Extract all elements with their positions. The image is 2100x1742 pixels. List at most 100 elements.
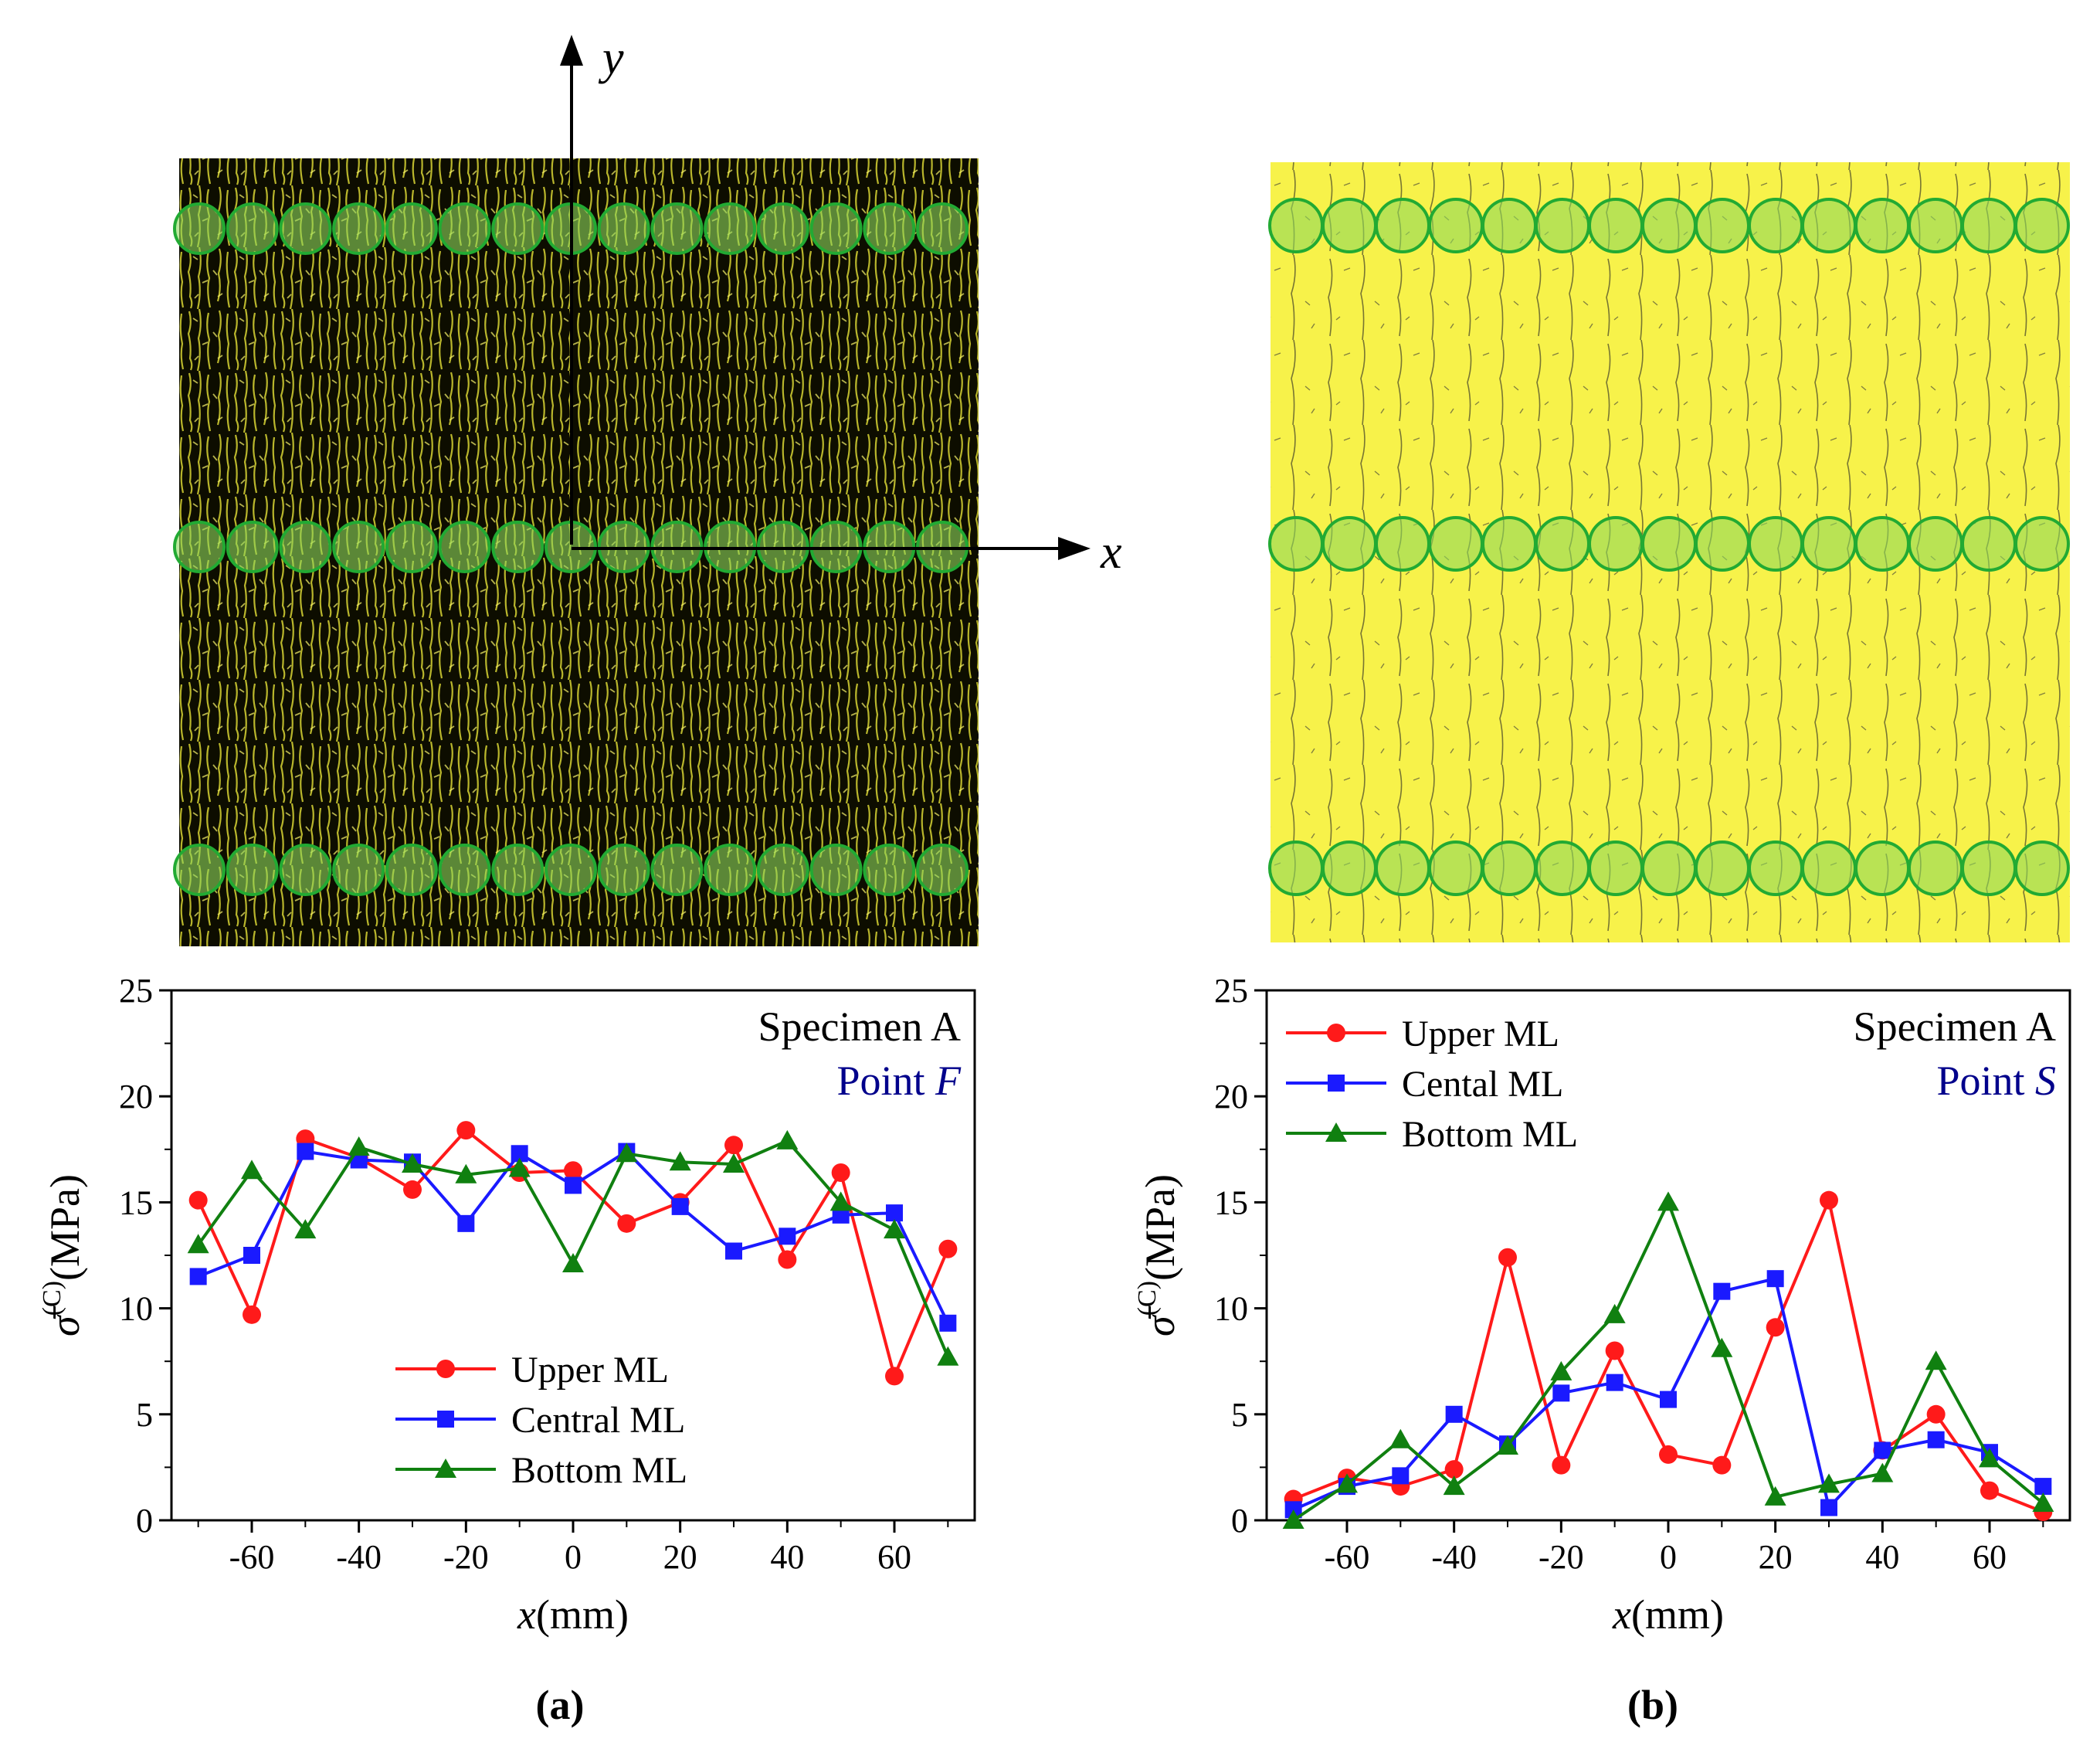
overlay-circle — [1854, 198, 1910, 253]
overlay-circle — [1908, 840, 1963, 896]
y-tick-label: 0 — [136, 1502, 153, 1540]
chart-title: Specimen A — [758, 1003, 961, 1050]
data-point-square — [297, 1143, 314, 1160]
legend: Upper ML Central ML Bottom ML — [395, 1350, 687, 1491]
overlay-circle — [1588, 516, 1644, 572]
overlay-circle — [1481, 198, 1537, 253]
data-point-triangle — [669, 1151, 691, 1171]
data-point-square — [1392, 1467, 1410, 1485]
data-point-triangle — [1657, 1191, 1679, 1211]
overlay-circle — [809, 202, 863, 255]
overlay-circle — [226, 521, 279, 573]
overlay-circle — [438, 521, 491, 573]
x-tick-label: 20 — [1759, 1538, 1793, 1576]
overlay-circle — [438, 844, 491, 896]
overlay-circle — [1375, 516, 1430, 572]
overlay-circle — [1641, 516, 1697, 572]
legend-marker — [1325, 1122, 1347, 1142]
legend-label: Upper ML — [511, 1350, 669, 1391]
data-point-triangle — [294, 1219, 317, 1239]
data-point-circle — [1605, 1341, 1624, 1360]
overlay-circle — [1375, 198, 1430, 253]
y-tick-label: 5 — [136, 1396, 153, 1434]
y-tick-label: 20 — [1214, 1078, 1248, 1115]
overlay-circle — [226, 844, 279, 896]
x-tick-label: -40 — [1431, 1538, 1477, 1576]
data-point-circle — [188, 1190, 208, 1210]
data-point-triangle — [776, 1129, 799, 1149]
data-point-circle — [1926, 1404, 1946, 1424]
data-point-square — [565, 1177, 582, 1194]
overlay-circle — [1268, 516, 1324, 572]
chart-title: Specimen A — [1854, 1003, 2056, 1050]
overlay-circle — [809, 844, 863, 896]
data-point-square — [886, 1204, 903, 1222]
data-point-square — [1713, 1282, 1731, 1300]
data-point-circle — [1659, 1445, 1678, 1464]
overlay-circle — [2014, 516, 2070, 572]
x-tick-label: 20 — [663, 1538, 697, 1576]
overlay-circle — [1321, 516, 1377, 572]
data-point-square — [457, 1214, 475, 1232]
overlay-circle — [1535, 516, 1590, 572]
overlay-circle — [1641, 840, 1697, 896]
data-point-triangle — [1389, 1428, 1412, 1448]
data-point-triangle — [937, 1346, 959, 1366]
overlay-circle — [1801, 840, 1857, 896]
data-point-triangle — [884, 1219, 905, 1239]
panel-label-b: (b) — [1627, 1682, 1678, 1728]
data-point-circle — [938, 1239, 958, 1258]
overlay-circle — [1428, 198, 1484, 253]
data-point-circle — [831, 1163, 850, 1182]
overlay-circle — [332, 202, 385, 255]
overlay-circle — [385, 844, 438, 896]
overlay-circle — [1854, 516, 1910, 572]
data-point-triangle — [1336, 1473, 1358, 1493]
overlay-circle — [1748, 198, 1803, 253]
data-point-triangle — [1603, 1303, 1626, 1323]
data-point-triangle — [829, 1191, 852, 1211]
overlay-circle — [385, 202, 438, 255]
series-line-circle — [1292, 1198, 2044, 1513]
data-point-square — [1927, 1431, 1945, 1448]
overlay-circle — [279, 844, 332, 896]
data-point-square — [671, 1197, 689, 1215]
data-point-square — [725, 1242, 742, 1260]
chart-point-s: -60 -40 -20 0 20 40 60 0 5 10 15 20 25 x(mm) σ̄(C)(MPa… — [1133, 972, 2071, 1638]
overlay-circle — [545, 844, 597, 896]
overlay-circle — [173, 844, 226, 896]
legend-label: Central ML — [511, 1400, 685, 1441]
legend-label: Bottom ML — [1402, 1114, 1578, 1155]
overlay-circle — [1801, 198, 1857, 253]
data-point-circle — [243, 1305, 261, 1324]
legend-label: Upper ML — [1402, 1014, 1559, 1054]
data-point-circle — [778, 1250, 797, 1269]
overlay-circle — [279, 521, 332, 573]
green-circle-row-set — [173, 202, 969, 896]
y-tick-label: 0 — [1231, 1502, 1248, 1540]
x-tick-label: 40 — [1865, 1538, 1899, 1576]
legend-marker — [1328, 1075, 1345, 1092]
overlay-circle — [1695, 516, 1750, 572]
x-tick-label: -20 — [443, 1538, 489, 1576]
overlay-circle — [1695, 840, 1750, 896]
overlay-circle — [1268, 198, 1324, 253]
data-point-square — [189, 1268, 207, 1285]
overlay-circle — [491, 844, 545, 896]
overlay-circle — [756, 202, 809, 255]
chart-subtitle: Point F — [836, 1058, 962, 1104]
data-point-triangle — [187, 1234, 209, 1254]
overlay-circle — [2014, 198, 2070, 253]
chart-point-f: -60 -40 -20 0 20 40 60 0 5 10 15 20 25 x(mm) σ̄(C)(MPa… — [38, 972, 976, 1638]
data-point-triangle — [1711, 1337, 1733, 1357]
overlay-circle — [173, 202, 226, 255]
data-point-square — [511, 1145, 528, 1163]
overlay-circle — [1961, 198, 2017, 253]
overlay-circle — [1908, 516, 1963, 572]
crack-image-b — [1268, 162, 2070, 942]
data-point-triangle — [616, 1143, 638, 1163]
data-point-square — [243, 1247, 260, 1264]
overlay-circle — [385, 521, 438, 573]
data-point-circle — [617, 1214, 636, 1233]
overlay-circle — [491, 521, 545, 573]
